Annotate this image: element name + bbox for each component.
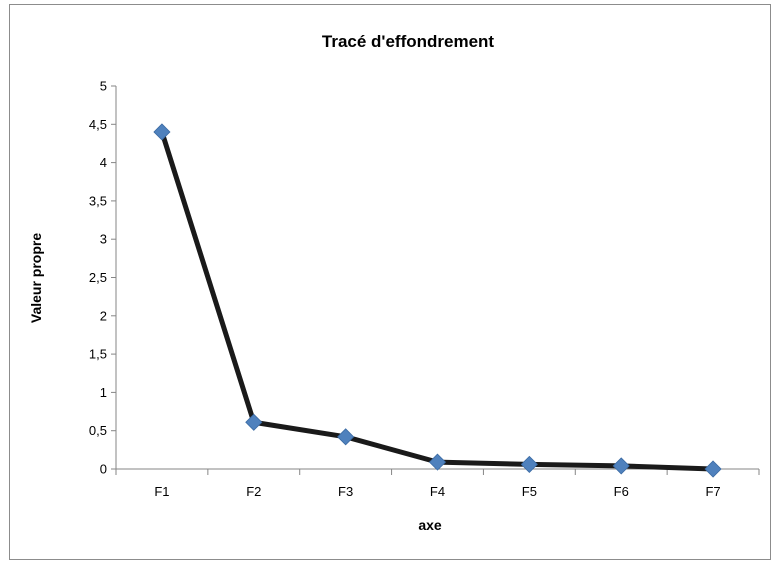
x-axis-title: axe [418, 517, 442, 533]
y-tick-label: 3 [100, 232, 107, 247]
x-tick-label: F6 [614, 484, 629, 499]
data-point-marker [245, 413, 263, 431]
y-tick-label: 2,5 [89, 270, 107, 285]
y-tick-label: 5 [100, 79, 107, 94]
data-point-marker [520, 455, 538, 473]
series-line [159, 129, 716, 472]
x-tick-label: F7 [705, 484, 720, 499]
x-tick-label: F1 [154, 484, 169, 499]
y-tick-label: 0 [100, 462, 107, 477]
y-axis-title: Valeur propre [28, 233, 44, 323]
x-tick-label: F2 [246, 484, 261, 499]
y-tick-label: 4 [100, 155, 107, 170]
x-tick-label: F5 [522, 484, 537, 499]
y-tick-label: 0,5 [89, 423, 107, 438]
x-tick-label: F4 [430, 484, 445, 499]
data-point-marker [704, 460, 722, 478]
y-tick-label: 4,5 [89, 117, 107, 132]
x-tick-label: F3 [338, 484, 353, 499]
data-point-marker [428, 453, 447, 471]
y-tick-label: 1,5 [89, 347, 107, 362]
y-tick-label: 1 [100, 385, 107, 400]
data-point-marker [612, 457, 630, 475]
data-point-marker [153, 123, 171, 141]
data-point-marker [337, 428, 355, 446]
y-tick-label: 2 [100, 308, 107, 323]
chart-title: Tracé d'effondrement [322, 32, 495, 51]
y-tick-label: 3,5 [89, 193, 107, 208]
